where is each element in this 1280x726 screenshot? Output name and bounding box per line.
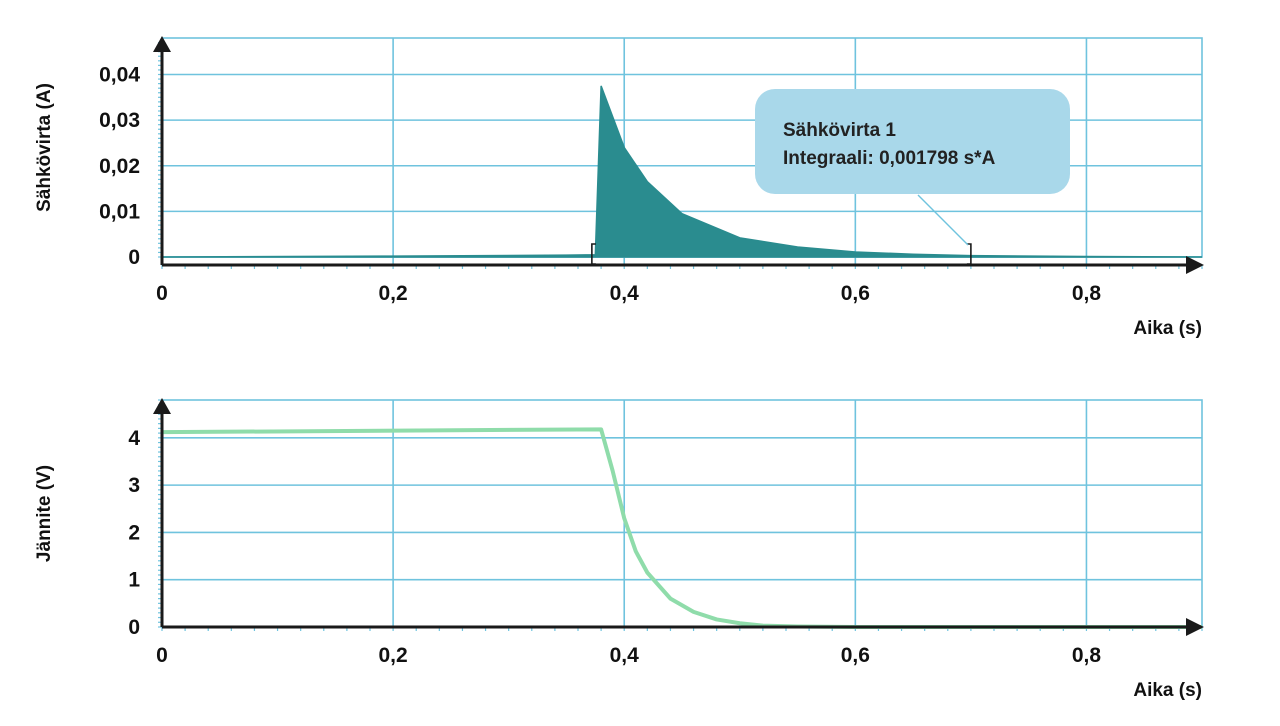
y-tick-label: 0,02 <box>99 155 140 178</box>
x-tick-label: 0,2 <box>379 644 408 667</box>
y-tick-label: 0,01 <box>99 200 140 223</box>
y-axis-label: Sähkövirta (A) <box>34 83 55 212</box>
x-tick-label: 0,8 <box>1072 282 1102 305</box>
y-tick-label: 1 <box>128 569 140 592</box>
voltage-chart: 0 0,2 0,4 0,6 0,8 0 1 2 3 4 Aika (s) Jännite (V) <box>34 398 1204 701</box>
callout-title: Sähkövirta 1 <box>783 120 896 141</box>
callout-leader-line <box>917 194 969 246</box>
x-tick-label: 0 <box>156 644 168 667</box>
integral-end-bracket <box>966 243 972 265</box>
x-axis-arrow <box>1186 256 1204 274</box>
x-tick-label: 0 <box>156 282 168 305</box>
y-axis-label: Jännite (V) <box>34 465 55 562</box>
callout-integral-text: Integraali: 0,001798 s*A <box>783 148 996 169</box>
plot-frame <box>161 399 1203 628</box>
x-axis-label: Aika (s) <box>1133 680 1202 701</box>
x-axis-arrow <box>1186 618 1204 636</box>
y-tick-label: 2 <box>128 521 140 544</box>
current-area-series <box>161 85 1203 258</box>
x-tick-label: 0,4 <box>610 644 640 667</box>
x-tick-label: 0,2 <box>379 282 408 305</box>
voltage-line-series <box>161 427 1202 629</box>
x-tick-label: 0,4 <box>610 282 640 305</box>
x-tick-label: 0,6 <box>841 282 870 305</box>
y-axis-arrow <box>153 398 171 414</box>
y-tick-label: 0 <box>128 616 140 639</box>
x-axis-label: Aika (s) <box>1133 318 1202 339</box>
y-tick-label: 4 <box>128 427 140 450</box>
callout-box <box>755 89 1070 194</box>
x-tick-label: 0,8 <box>1072 644 1102 667</box>
y-tick-label: 0,04 <box>99 64 140 87</box>
y-tick-label: 3 <box>128 474 140 497</box>
y-tick-label: 0 <box>128 246 140 269</box>
current-chart: 0 0,2 0,4 0,6 0,8 0 0,01 0,02 0,03 0,04 Aika (s) Sä… <box>34 36 1204 339</box>
x-tick-label: 0,6 <box>841 644 870 667</box>
y-tick-label: 0,03 <box>99 109 140 132</box>
integral-callout: Sähkövirta 1 Integraali: 0,001798 s*A <box>755 89 1070 246</box>
y-axis-arrow <box>153 36 171 52</box>
